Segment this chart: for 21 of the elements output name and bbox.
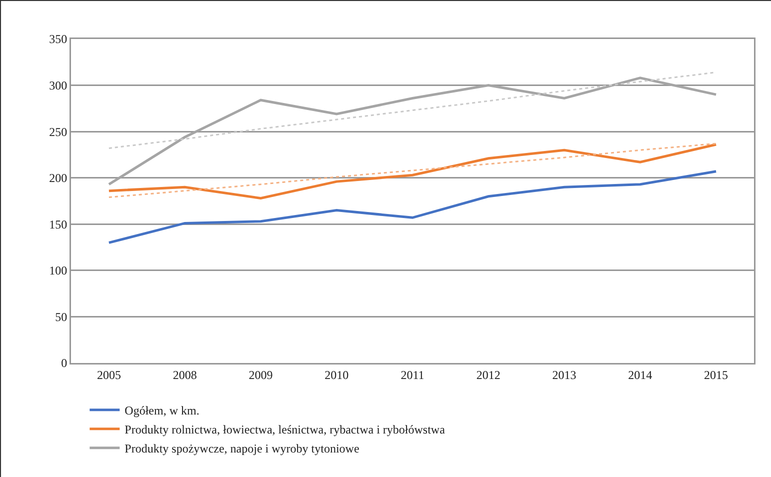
y-tick-label: 50 (55, 310, 68, 324)
x-tick-label: 2011 (400, 368, 424, 382)
x-tick-label: 2014 (628, 368, 652, 382)
y-tick-label: 300 (49, 78, 68, 92)
x-tick-label: 2009 (248, 368, 273, 382)
y-tick-label: 200 (49, 171, 68, 186)
x-tick-label: 2008 (172, 368, 197, 382)
x-tick-label: 2005 (96, 368, 121, 382)
y-tick-label: 0 (61, 356, 68, 370)
x-tick-label: 2010 (324, 368, 349, 382)
x-tick-label: 2013 (552, 368, 576, 382)
line-series (108, 170, 718, 244)
legend-label: Ogółem, w km. (124, 404, 200, 418)
legend-label: Produkty spożywcze, napoje i wyroby tytoniowe (124, 442, 360, 456)
y-tick-label: 100 (49, 264, 68, 278)
y-tick-label: 350 (49, 32, 68, 46)
x-tick-label: 2012 (476, 368, 500, 382)
legend-label: Produkty rolnictwa, łowiectwa, leśnictwa, rybactwa i rybołówstwa (124, 422, 446, 437)
x-tick-label: 2015 (704, 368, 728, 382)
y-tick-label: 250 (49, 124, 68, 139)
y-tick-label: 150 (49, 217, 68, 232)
